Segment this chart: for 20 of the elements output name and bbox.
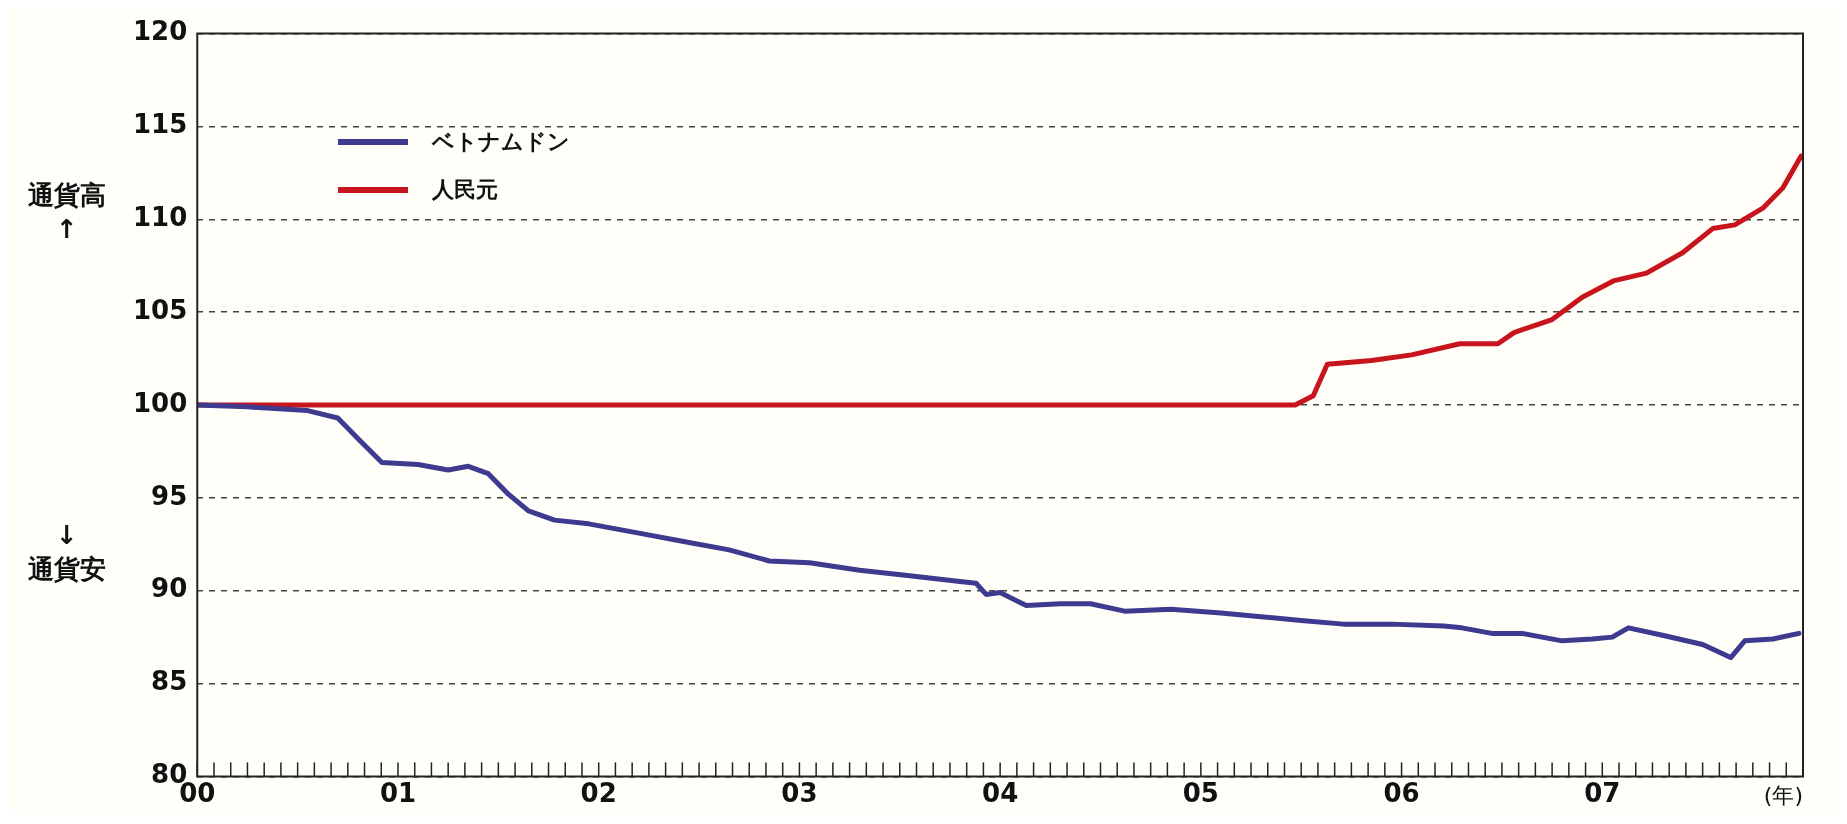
legend-label: 人民元 xyxy=(432,176,498,204)
x-axis-title: (年) xyxy=(1763,782,1803,808)
x-tick-label: 02 xyxy=(580,777,617,808)
y-tick-label: 95 xyxy=(151,480,188,511)
x-tick-label: 07 xyxy=(1584,777,1621,808)
y-tick-label: 100 xyxy=(132,387,188,418)
y-tick-label: 110 xyxy=(132,202,188,233)
x-tick-label: 04 xyxy=(982,777,1019,808)
legend-label: ベトナムドン xyxy=(432,128,570,156)
text: ↓ 通貨安 xyxy=(27,519,107,586)
y-tick-label: 120 xyxy=(132,16,188,47)
text: 通貨高 ↑ xyxy=(27,179,107,246)
x-tick-label: 05 xyxy=(1182,777,1219,808)
x-tick-label: 03 xyxy=(781,777,818,808)
y-tick-label: 85 xyxy=(151,666,188,697)
y-tick-label: 115 xyxy=(132,109,188,140)
x-tick-label: 06 xyxy=(1383,777,1420,808)
x-tick-label: 01 xyxy=(379,777,417,808)
y-tick-label: 105 xyxy=(132,294,188,325)
y-tick-label: 90 xyxy=(151,573,188,604)
